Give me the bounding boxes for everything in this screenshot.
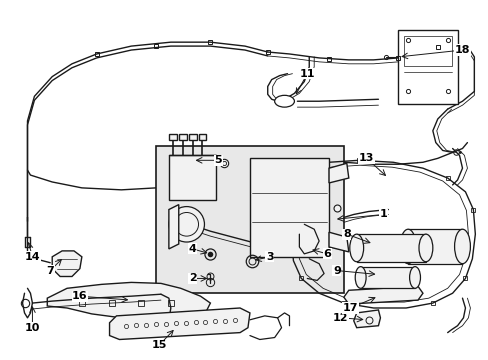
Polygon shape — [328, 232, 348, 252]
Ellipse shape — [399, 229, 415, 264]
Text: 3: 3 — [265, 252, 273, 262]
Text: 2: 2 — [188, 274, 196, 283]
Ellipse shape — [274, 95, 294, 107]
Text: 18: 18 — [454, 45, 469, 55]
Bar — [188, 134, 196, 140]
Text: 14: 14 — [24, 252, 40, 262]
Text: 1: 1 — [379, 210, 386, 220]
Polygon shape — [109, 308, 249, 339]
Text: 15: 15 — [151, 341, 166, 350]
Bar — [356, 234, 425, 262]
Bar — [168, 156, 216, 200]
Ellipse shape — [174, 212, 198, 236]
Text: 17: 17 — [342, 303, 358, 313]
Bar — [407, 229, 462, 264]
Text: 13: 13 — [358, 153, 373, 163]
Ellipse shape — [418, 234, 432, 262]
Polygon shape — [168, 204, 179, 249]
Text: 10: 10 — [25, 323, 40, 333]
Ellipse shape — [349, 234, 363, 262]
Text: 9: 9 — [332, 266, 340, 276]
Bar — [397, 30, 457, 104]
Polygon shape — [52, 251, 81, 276]
Text: 8: 8 — [342, 229, 350, 239]
Polygon shape — [47, 282, 210, 320]
Ellipse shape — [454, 229, 469, 264]
Bar — [156, 145, 343, 293]
Text: 12: 12 — [332, 313, 348, 323]
Bar — [249, 158, 328, 257]
Polygon shape — [328, 163, 348, 183]
Bar — [168, 134, 177, 140]
Text: 4: 4 — [188, 244, 196, 254]
Ellipse shape — [354, 267, 366, 288]
Polygon shape — [353, 310, 380, 328]
Bar — [404, 36, 451, 66]
Bar — [198, 134, 206, 140]
Text: 5: 5 — [214, 155, 222, 165]
Text: 7: 7 — [46, 266, 54, 276]
Bar — [360, 267, 414, 288]
Ellipse shape — [168, 207, 204, 242]
Text: 16: 16 — [72, 291, 87, 301]
Bar — [179, 134, 186, 140]
Text: 11: 11 — [299, 69, 314, 79]
Polygon shape — [343, 286, 422, 304]
Ellipse shape — [409, 267, 420, 288]
Text: 6: 6 — [323, 249, 330, 259]
